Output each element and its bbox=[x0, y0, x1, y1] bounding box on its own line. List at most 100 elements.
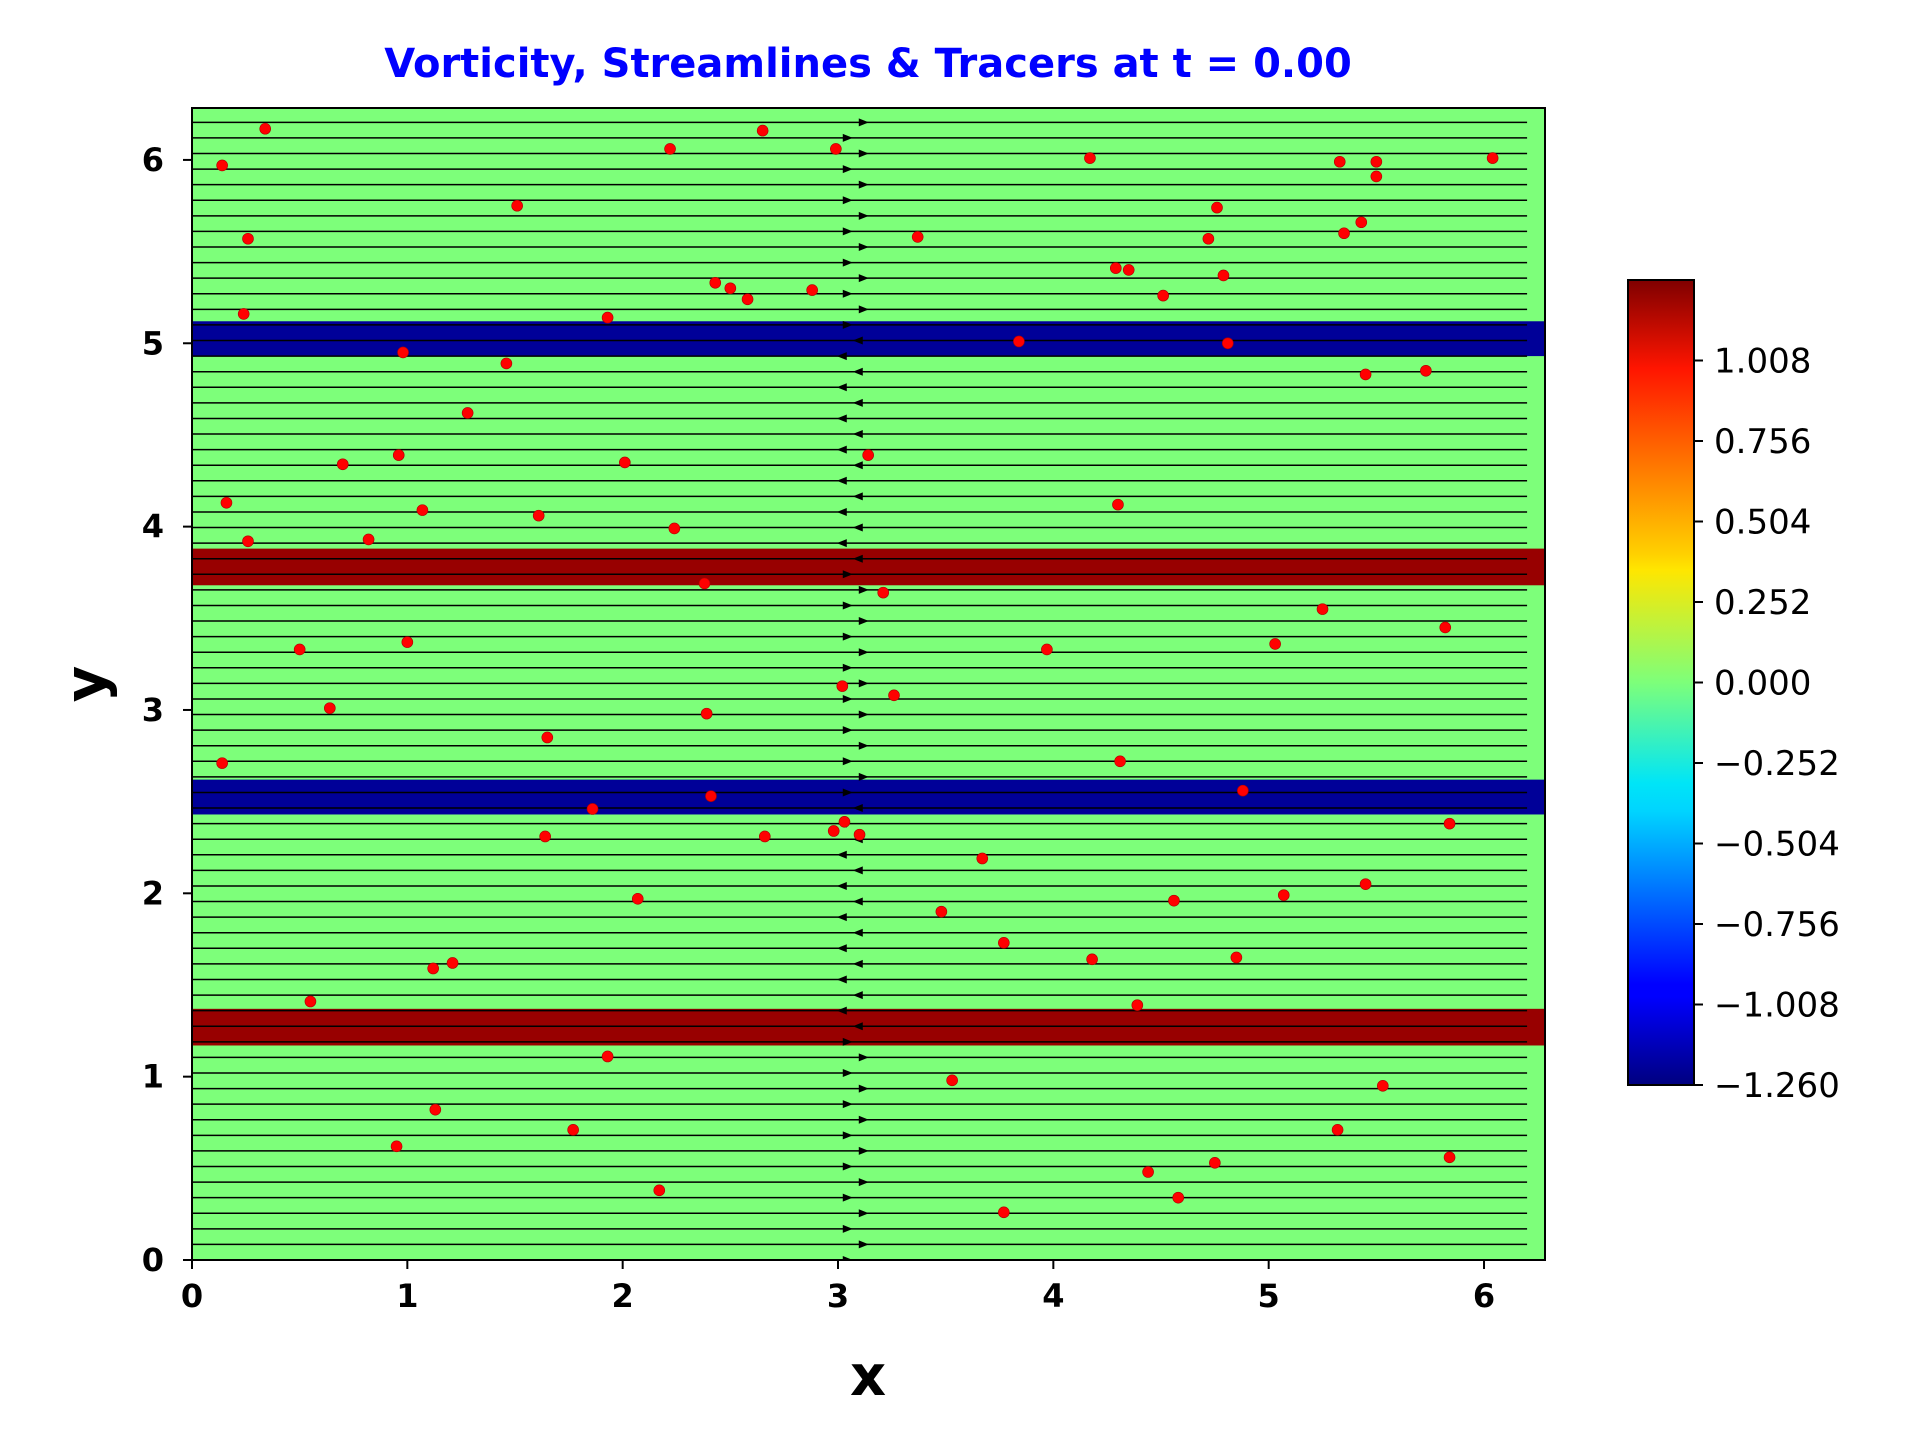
tracer-point bbox=[539, 830, 551, 843]
streamline-arrow bbox=[852, 897, 863, 906]
colorbar-tick-label: −0.252 bbox=[1714, 744, 1840, 784]
tracer-point bbox=[429, 1103, 442, 1116]
streamline-arrow bbox=[836, 881, 847, 890]
tracer-point bbox=[1338, 227, 1350, 240]
tracer-point bbox=[1013, 335, 1025, 348]
tracer-point bbox=[976, 852, 989, 865]
tracer-point bbox=[724, 282, 737, 295]
tracer-point bbox=[619, 456, 631, 469]
streamline-arrow bbox=[852, 461, 863, 470]
tracer-point bbox=[390, 1140, 403, 1153]
streamline-arrow bbox=[852, 367, 863, 376]
streamline-arrow bbox=[842, 1037, 853, 1046]
streamline-arrow bbox=[842, 757, 853, 766]
tracer-point bbox=[946, 1074, 958, 1087]
tracer-point bbox=[1443, 1151, 1456, 1164]
colorbar: 1.008 0.756 0.504 0.252 0.000 −0.252 −0.504 −0.… bbox=[1627, 279, 1840, 1106]
streamline-arrow bbox=[836, 975, 847, 984]
streamline-arrow bbox=[836, 539, 847, 548]
tracer-point bbox=[1377, 1080, 1389, 1092]
tracer-point bbox=[1331, 1124, 1344, 1136]
tracer-point bbox=[1109, 262, 1122, 274]
colorbar-tick-label: 0.756 bbox=[1714, 422, 1811, 462]
streamline-arrow bbox=[842, 663, 853, 672]
tracer-point bbox=[220, 496, 233, 509]
streamline-arrow bbox=[842, 258, 853, 267]
vorticity-bands bbox=[192, 321, 1545, 1046]
streamline-arrow bbox=[858, 741, 869, 750]
tracers bbox=[216, 122, 1499, 1219]
y-tick-label: 5 bbox=[142, 324, 164, 362]
tracer-point bbox=[1168, 894, 1180, 907]
plot-area bbox=[192, 108, 1545, 1260]
tracer-point bbox=[500, 357, 513, 370]
streamline-arrow bbox=[858, 1053, 869, 1062]
y-tick-label: 4 bbox=[142, 508, 164, 546]
streamline-arrow bbox=[842, 788, 853, 797]
streamline-arrow bbox=[842, 1193, 853, 1202]
tracer-point bbox=[1221, 337, 1234, 350]
streamline-arrow bbox=[858, 305, 869, 314]
tracer-point bbox=[709, 276, 722, 289]
plot-frame bbox=[191, 107, 1546, 1261]
y-tick-label: 0 bbox=[142, 1241, 164, 1279]
tracer-point bbox=[741, 293, 754, 306]
tracer-point bbox=[532, 509, 545, 522]
streamline-arrow bbox=[852, 959, 863, 968]
streamline-arrow bbox=[858, 211, 869, 220]
tracer-point bbox=[830, 143, 842, 155]
x-tick-label: 2 bbox=[612, 1277, 634, 1315]
tracer-point bbox=[1209, 1157, 1221, 1169]
y-axis-label: y bbox=[54, 666, 119, 703]
tracer-point bbox=[664, 143, 676, 155]
tracer-point bbox=[401, 636, 414, 648]
tracer-point bbox=[1230, 951, 1243, 964]
streamline-arrow bbox=[858, 243, 869, 252]
streamline-arrow bbox=[852, 336, 863, 345]
tracer-point bbox=[259, 122, 272, 135]
x-axis-label: x bbox=[850, 1344, 886, 1409]
tracer-point bbox=[446, 957, 459, 969]
tracer-point bbox=[1359, 878, 1372, 890]
tracer-point bbox=[1333, 155, 1346, 168]
streamline-arrow bbox=[852, 523, 863, 532]
streamline-arrow bbox=[842, 632, 853, 641]
tracer-point bbox=[242, 535, 254, 548]
tracer-point bbox=[1112, 498, 1124, 511]
streamline-arrow bbox=[842, 289, 853, 298]
tracer-point bbox=[705, 790, 717, 802]
tracer-point bbox=[862, 449, 874, 461]
streamline-arrow bbox=[842, 1224, 853, 1233]
streamline-arrow bbox=[836, 507, 847, 516]
tracer-point bbox=[1114, 755, 1126, 768]
tracer-point bbox=[935, 905, 948, 918]
streamline-arrow bbox=[858, 679, 869, 688]
tracer-point bbox=[362, 533, 375, 546]
tracer-point bbox=[998, 937, 1010, 949]
colorbar-tick-label: −1.260 bbox=[1714, 1066, 1840, 1106]
x-tick-label: 1 bbox=[396, 1277, 418, 1315]
streamline-arrow bbox=[858, 1240, 869, 1249]
streamline-arrow bbox=[836, 913, 847, 922]
streamline-arrow bbox=[858, 118, 869, 127]
tracer-point bbox=[304, 995, 317, 1008]
streamline-arrow bbox=[858, 1115, 869, 1124]
y-tick-label: 6 bbox=[142, 141, 164, 179]
tracer-point bbox=[756, 124, 769, 137]
vorticity-band bbox=[192, 321, 1545, 357]
tracer-point bbox=[877, 586, 890, 599]
streamline-arrow bbox=[842, 1100, 853, 1109]
tracer-point bbox=[911, 231, 924, 243]
streamline-arrow bbox=[858, 180, 869, 189]
tracer-point bbox=[827, 825, 840, 837]
tracer-point bbox=[293, 643, 306, 656]
chart-title: Vorticity, Streamlines & Tracers at t = … bbox=[384, 41, 1352, 87]
tracer-point bbox=[700, 707, 713, 720]
tracer-point bbox=[586, 803, 599, 815]
streamline-arrow bbox=[858, 1084, 869, 1093]
tracer-point bbox=[567, 1124, 579, 1136]
tracer-point bbox=[1269, 638, 1281, 650]
streamline-arrow bbox=[836, 414, 847, 423]
tracer-point bbox=[806, 284, 818, 296]
